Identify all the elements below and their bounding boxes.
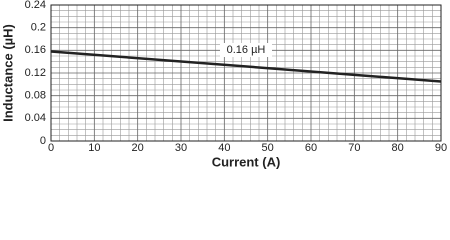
y-tick-label: 0.24 <box>25 0 46 11</box>
x-tick-label: 80 <box>392 142 404 154</box>
y-tick-label: 0.16 <box>25 44 46 56</box>
y-tick-label: 0.04 <box>25 112 46 124</box>
x-tick-label: 0 <box>48 142 54 154</box>
y-tick-label: 0.2 <box>31 22 46 34</box>
x-tick-label: 20 <box>132 142 144 154</box>
x-tick-label: 30 <box>175 142 187 154</box>
x-tick-label: 70 <box>348 142 360 154</box>
x-tick-label: 40 <box>218 142 230 154</box>
x-axis-title: Current (A) <box>212 154 281 169</box>
y-tick-label: 0.12 <box>25 67 46 79</box>
data-line <box>50 50 442 83</box>
annotation-bg <box>220 43 272 57</box>
plot-frame <box>50 4 442 142</box>
x-tick-label: 60 <box>305 142 317 154</box>
x-tick-label: 10 <box>88 142 100 154</box>
chart: Current (A) Inductance (µH) 0 10 20 30 40 50 6… <box>0 0 447 169</box>
y-tick-label: 0.08 <box>25 90 46 102</box>
x-tick-label: 50 <box>262 142 274 154</box>
y-axis-title: Inductance (µH) <box>0 24 15 122</box>
page: {"chart_data": {"type": "line", "x_label… <box>0 0 448 170</box>
x-tick-label: 90 <box>435 142 447 154</box>
annotation: 0.16 µH <box>227 44 266 56</box>
y-tick-label: 0 <box>40 135 46 147</box>
